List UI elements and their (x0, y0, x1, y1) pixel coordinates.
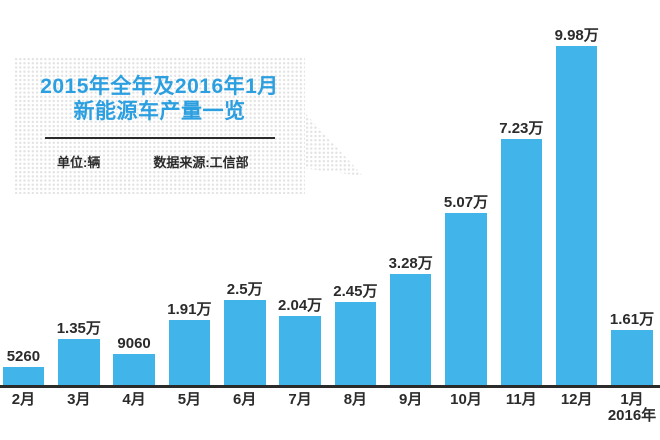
x-axis-tick-label: 11月 (505, 391, 537, 408)
title-divider (44, 137, 275, 139)
x-axis-tick-label: 7月 (288, 391, 312, 408)
x-axis-line (0, 385, 660, 388)
x-axis-tick-sublabel: 2016年 (607, 407, 657, 424)
x-axis-tick-label: 5月 (177, 391, 202, 408)
x-axis-tick-label: 12月 (560, 391, 593, 408)
bar (113, 354, 155, 385)
title-bubble: 2015年全年及2016年1月 新能源车产量一览 单位:辆 数据来源:工信部 (14, 57, 305, 194)
bar-value-label: 1.35万 (56, 320, 101, 337)
bar (611, 330, 653, 385)
bar (279, 316, 321, 385)
bar-value-label: 1.61万 (609, 311, 655, 328)
bar (2, 367, 45, 385)
unit-label: 单位:辆 (57, 155, 101, 170)
bar-value-label: 2.45万 (333, 283, 378, 300)
bar (555, 46, 598, 385)
x-axis-tick-label: 9月 (399, 391, 423, 408)
bar (224, 300, 266, 385)
x-axis-tick-label: 2月 (11, 391, 36, 408)
bar (500, 139, 543, 385)
bar-value-label: 9.98万 (554, 27, 599, 44)
bar-value-label: 1.91万 (167, 301, 212, 318)
bar-value-label: 2.04万 (277, 297, 323, 314)
x-axis-tick-label: 6月 (233, 391, 257, 408)
bar (389, 274, 432, 385)
x-axis-tick-label: 3月 (67, 391, 91, 408)
meta-row: 单位:辆 数据来源:工信部 (14, 152, 305, 171)
data-source-label: 数据来源:工信部 (153, 155, 249, 170)
bar-value-label: 5260 (6, 348, 41, 365)
x-axis-tick-label: 10月 (450, 391, 482, 408)
bar-value-label: 7.23万 (499, 120, 544, 137)
bar-value-label: 5.07万 (443, 194, 489, 211)
chart-title-line1: 2015年全年及2016年1月 (40, 75, 279, 98)
bar (334, 302, 377, 385)
x-axis-tick-label: 8月 (343, 391, 368, 408)
bar (58, 339, 100, 385)
bar-value-label: 2.5万 (226, 281, 263, 298)
bar (168, 320, 211, 385)
chart-title-line2: 新能源车产量一览 (73, 100, 246, 123)
bar (445, 213, 487, 385)
x-axis-tick-label: 1月 2016年 (590, 392, 660, 424)
x-axis-tick-label: 4月 (122, 391, 146, 408)
bar-value-label: 3.28万 (388, 255, 433, 272)
bar-value-label: 9060 (117, 335, 151, 352)
